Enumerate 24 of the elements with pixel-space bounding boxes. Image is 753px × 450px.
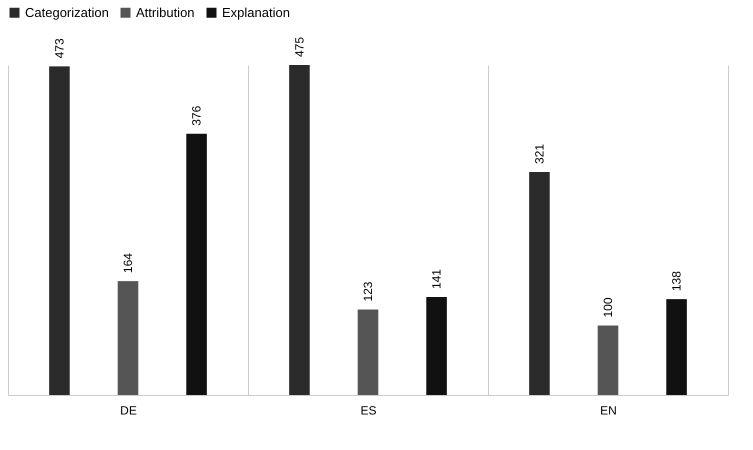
bar bbox=[426, 297, 447, 395]
data-label: 100 bbox=[601, 297, 615, 318]
data-label: 123 bbox=[361, 281, 375, 302]
data-label: 164 bbox=[121, 252, 135, 274]
data-label: 138 bbox=[670, 270, 684, 292]
bar bbox=[49, 66, 70, 395]
x-tick-label: EN bbox=[600, 404, 617, 418]
data-label: 473 bbox=[52, 38, 66, 58]
x-tick-label: ES bbox=[360, 404, 377, 418]
bar bbox=[118, 281, 138, 395]
x-tick-label: DE bbox=[120, 404, 137, 418]
bar bbox=[666, 299, 687, 395]
legend-label: Explanation bbox=[222, 4, 290, 20]
legend-label: Categorization bbox=[25, 4, 109, 20]
bar bbox=[529, 172, 550, 395]
data-label: 376 bbox=[190, 105, 204, 126]
bar bbox=[186, 134, 207, 395]
bar bbox=[358, 310, 378, 395]
data-label: 475 bbox=[292, 36, 306, 57]
data-label: 141 bbox=[430, 268, 444, 290]
bar bbox=[289, 65, 310, 395]
bar bbox=[598, 326, 618, 395]
data-label: 321 bbox=[532, 144, 546, 164]
legend-label: Attribution bbox=[136, 4, 195, 20]
